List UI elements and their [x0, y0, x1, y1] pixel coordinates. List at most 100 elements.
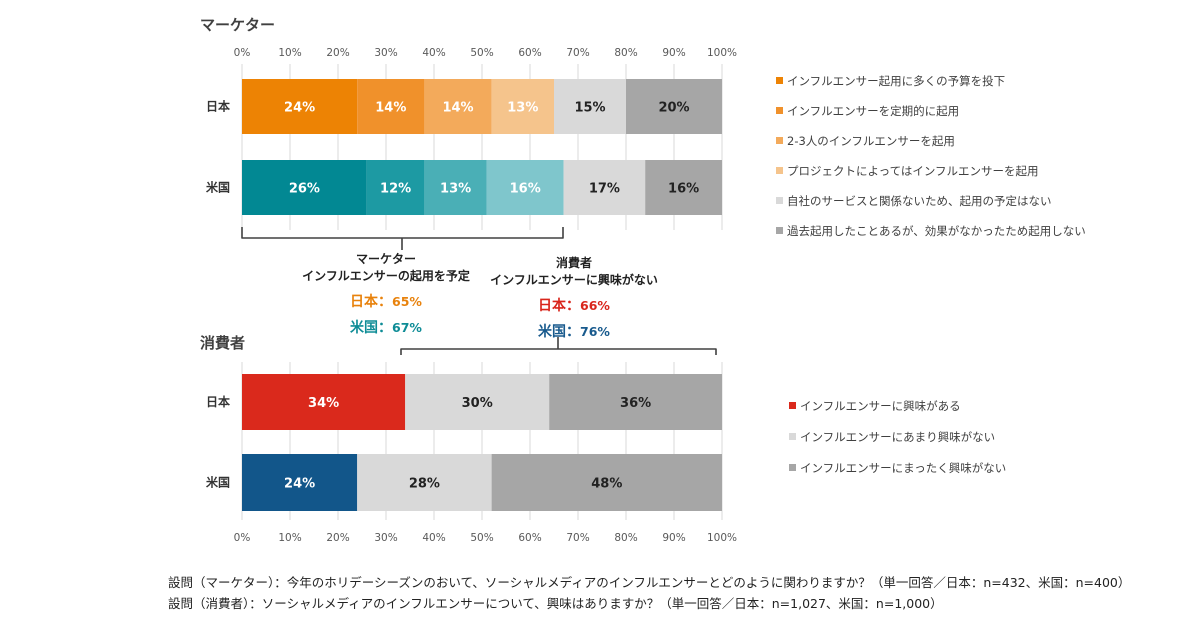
legend-label: 自社のサービスと関係ないため、起用の予定はない	[787, 194, 1052, 208]
bar-data-label: 13%	[507, 101, 538, 116]
bar-segment	[357, 454, 492, 511]
bar-segment	[242, 454, 358, 511]
category-label: 日本	[206, 394, 230, 409]
bar-segment	[626, 79, 722, 134]
legend-label: 2-3人のインフルエンサーを起用	[787, 134, 955, 148]
bar-segment	[549, 374, 722, 430]
x-tick-label: 80%	[614, 532, 637, 544]
bar-segment	[563, 160, 646, 215]
legend-swatch	[776, 107, 783, 114]
legend-label: インフルエンサーに興味がある	[800, 399, 961, 413]
x-tick-label: 90%	[662, 532, 685, 544]
legend-label: プロジェクトによってはインフルエンサーを起用	[787, 164, 1039, 178]
category-label: 米国	[206, 475, 230, 490]
bar-segment	[491, 454, 722, 511]
legend-swatch	[789, 402, 796, 409]
bar-data-label: 13%	[440, 182, 471, 197]
annotation-consumer-us-stat: 米国：76%	[538, 323, 610, 340]
bar-data-label: 12%	[380, 182, 411, 197]
bracket	[400, 337, 717, 355]
bar-segment	[405, 374, 550, 430]
bar-data-label: 15%	[574, 101, 605, 116]
legend-label: インフルエンサー起用に多くの予算を投下	[787, 74, 1005, 88]
bar-segment	[491, 79, 554, 134]
legend-label: インフルエンサーにあまり興味がない	[800, 430, 995, 444]
bar-data-label: 14%	[442, 101, 473, 116]
x-tick-label: 100%	[707, 532, 737, 544]
bar-segment	[366, 160, 425, 215]
annotation-marketer-title-2: インフルエンサーの起用を予定	[302, 268, 470, 283]
bar-segment	[554, 79, 626, 134]
annotation-marketer-us-value: 67%	[392, 320, 422, 335]
annotation-marketer-us-stat: 米国：67%	[350, 319, 422, 336]
annotation-consumer-japan-label: 日本：	[538, 297, 580, 314]
x-tick-label: 0%	[234, 532, 251, 544]
annotation-marketer-japan-value: 65%	[392, 294, 422, 309]
x-tick-label: 20%	[326, 47, 349, 59]
annotation-consumer-title-1: 消費者	[556, 255, 592, 270]
bar-segment	[242, 79, 358, 134]
legend-label: インフルエンサーを定期的に起用	[787, 104, 959, 118]
bar-data-label: 30%	[462, 396, 493, 411]
bracket	[241, 227, 564, 250]
bar-segment	[645, 160, 722, 215]
bar-data-label: 24%	[284, 477, 315, 492]
annotation-consumer-us-label: 米国：	[538, 323, 580, 340]
legend-swatch	[789, 433, 796, 440]
bar-segment	[242, 160, 367, 215]
annotation-marketer-japan-label: 日本：	[350, 293, 392, 310]
bar-data-label: 36%	[620, 396, 651, 411]
x-tick-label: 70%	[566, 532, 589, 544]
x-tick-label: 60%	[518, 47, 541, 59]
legend-label: インフルエンサーにまったく興味がない	[800, 461, 1006, 475]
annotation-marketer-title-1: マーケター	[356, 252, 416, 266]
legend-swatch	[776, 197, 783, 204]
bar-data-label: 16%	[668, 182, 699, 197]
bar-data-label: 16%	[510, 182, 541, 197]
legend-swatch	[776, 137, 783, 144]
bar-data-label: 24%	[284, 101, 315, 116]
chart-title-0: マーケター	[200, 16, 275, 34]
x-tick-label: 10%	[278, 532, 301, 544]
x-tick-label: 90%	[662, 47, 685, 59]
bar-data-label: 28%	[409, 477, 440, 492]
x-tick-label: 100%	[707, 47, 737, 59]
x-tick-label: 20%	[326, 532, 349, 544]
legend-swatch	[776, 227, 783, 234]
footnote-consumer: 設問（消費者）：ソーシャルメディアのインフルエンサーについて、興味はありますか？…	[168, 596, 943, 611]
annotation-consumer-japan-stat: 日本：66%	[538, 297, 610, 314]
x-tick-label: 0%	[234, 47, 251, 59]
x-tick-label: 50%	[470, 532, 493, 544]
bar-segment	[486, 160, 564, 215]
bar-data-label: 20%	[658, 101, 689, 116]
x-tick-label: 30%	[374, 47, 397, 59]
bar-segment	[357, 79, 425, 134]
legend-swatch	[789, 464, 796, 471]
x-tick-label: 60%	[518, 532, 541, 544]
chart-title-1: 消費者	[200, 334, 245, 352]
x-tick-label: 50%	[470, 47, 493, 59]
annotation-consumer-japan-value: 66%	[580, 298, 610, 313]
legend-swatch	[776, 167, 783, 174]
x-tick-label: 80%	[614, 47, 637, 59]
annotation-marketer-japan-stat: 日本：65%	[350, 293, 422, 310]
annotation-marketer-us-label: 米国：	[350, 319, 392, 336]
legend-label: 過去起用したことあるが、効果がなかったため起用しない	[787, 224, 1086, 238]
bar-segment	[424, 79, 492, 134]
bar-segment	[242, 374, 406, 430]
bar-data-label: 26%	[289, 182, 320, 197]
bar-data-label: 17%	[589, 182, 620, 197]
category-label: 日本	[206, 99, 230, 114]
legend-swatch	[776, 77, 783, 84]
x-tick-label: 10%	[278, 47, 301, 59]
footnote-marketer: 設問（マーケター）：今年のホリデーシーズンのおいて、ソーシャルメディアのインフル…	[168, 575, 1131, 590]
bar-segment	[424, 160, 487, 215]
x-tick-label: 30%	[374, 532, 397, 544]
x-tick-label: 40%	[422, 532, 445, 544]
category-label: 米国	[206, 180, 230, 195]
annotation-consumer-title-2: インフルエンサーに興味がない	[490, 272, 658, 287]
bar-data-label: 14%	[375, 101, 406, 116]
bar-data-label: 34%	[308, 396, 339, 411]
annotation-consumer-us-value: 76%	[580, 324, 610, 339]
